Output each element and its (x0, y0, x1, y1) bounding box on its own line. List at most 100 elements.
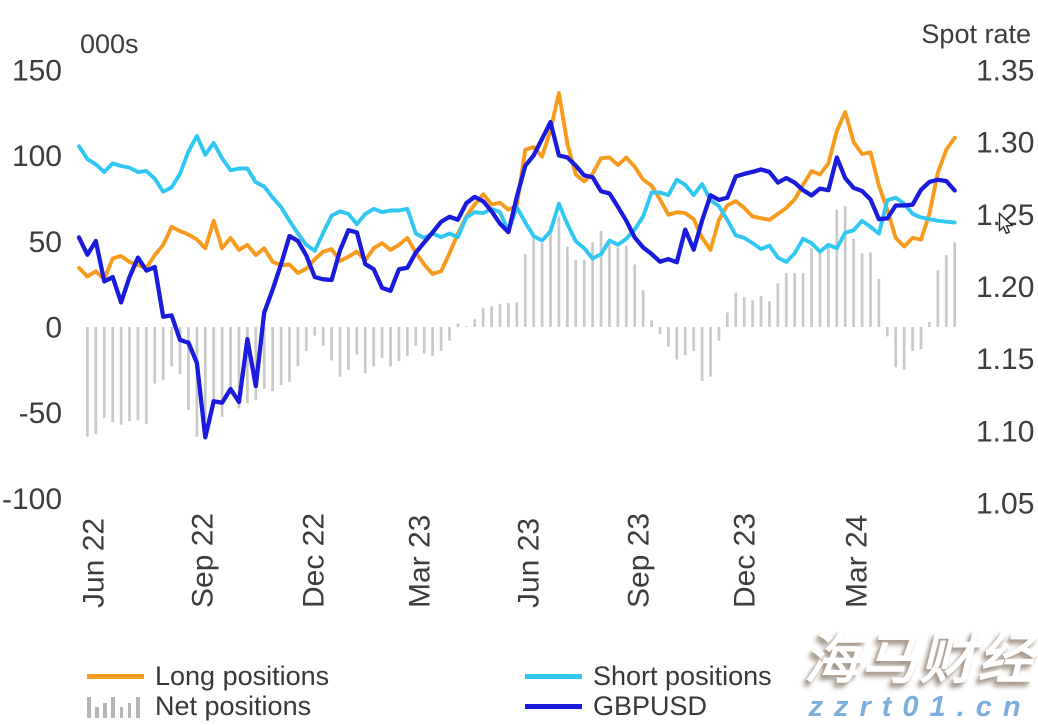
net-positions-bar (372, 327, 376, 367)
net-positions-bar (784, 273, 788, 327)
net-positions-bar (481, 308, 485, 327)
net-positions-bar (725, 312, 729, 327)
net-positions-bar (397, 327, 401, 362)
legend-line-swatch-icon (525, 703, 582, 709)
net-positions-bar (944, 255, 948, 327)
legend-column-left: Long positions Net positions (87, 661, 329, 721)
legend-swatch-bar (135, 697, 140, 718)
right-axis-title: Spot rate (921, 19, 1031, 49)
left-axis-tick-label: 0 (45, 312, 62, 345)
left-axis-tick-label: -100 (2, 483, 62, 516)
x-axis-tick-label: Mar 23 (403, 515, 436, 608)
right-axis-tick-label: 1.30 (976, 127, 1034, 160)
net-positions-bar (801, 273, 805, 327)
net-positions-bar (877, 279, 881, 327)
legend-item-gbpusd: GBPUSD (525, 691, 772, 721)
mouse-cursor-arrow (998, 212, 1014, 235)
net-positions-bar (498, 303, 502, 327)
x-axis-tick-label: Sep 22 (187, 513, 220, 608)
net-positions-bar (330, 327, 333, 361)
net-positions-bar (161, 327, 165, 381)
right-axis-tick-label: 1.10 (976, 415, 1034, 448)
net-positions-bar (347, 327, 350, 370)
net-positions-bar (709, 327, 712, 377)
left-axis-tick-label: 150 (12, 55, 62, 88)
left-axis-tick-label: 50 (29, 226, 62, 259)
net-positions-bar (170, 327, 173, 367)
net-positions-bar (608, 243, 611, 327)
short-positions-line (77, 134, 957, 264)
net-positions-bar (119, 327, 123, 425)
net-positions-bar (683, 327, 687, 356)
net-positions-bar (759, 296, 763, 327)
net-positions-bar (928, 321, 931, 327)
net-positions-bar (464, 326, 468, 327)
net-positions-bar (229, 327, 232, 395)
legend-swatch-bar (127, 703, 132, 718)
net-positions-bar (422, 327, 426, 354)
net-positions-bar (827, 245, 830, 327)
net-positions-bar (835, 209, 839, 327)
net-positions-bar (406, 327, 409, 357)
net-positions-bar (102, 327, 106, 418)
legend-column-right: Short positions GBPUSD (525, 661, 772, 721)
net-positions-bar (633, 264, 637, 327)
net-positions-bar (288, 327, 291, 382)
x-axis-tick-label: Mar 24 (840, 515, 873, 608)
net-positions-bar (692, 327, 696, 351)
net-positions-bar (843, 206, 847, 327)
net-positions-bar (566, 246, 569, 327)
net-positions-bar (818, 249, 822, 327)
net-positions-bar (414, 327, 418, 346)
net-positions-bar (641, 290, 645, 327)
net-positions-bar (793, 273, 797, 327)
legend-item-short-positions: Short positions (525, 661, 772, 691)
net-positions-bar (304, 327, 308, 351)
net-positions-bar (658, 327, 662, 334)
net-positions-bar (448, 327, 451, 341)
net-positions-bar (355, 327, 359, 355)
net-positions-bar (532, 237, 536, 327)
net-positions-bar (279, 327, 283, 386)
net-positions-bar (953, 242, 957, 327)
net-positions-bar (591, 242, 594, 327)
net-positions-bar (389, 327, 392, 367)
legend-swatch-bar (95, 707, 99, 718)
net-positions-bar (363, 327, 367, 374)
net-positions-bar (237, 327, 241, 409)
right-axis-tick-label: 1.20 (976, 271, 1034, 304)
net-positions-bar (675, 327, 679, 360)
left-axis-title: 000s (80, 29, 139, 59)
legend-item-long-positions: Long positions (87, 661, 329, 691)
x-axis-tick-label: Sep 23 (623, 513, 656, 608)
net-positions-bar (145, 327, 148, 424)
legend-label: Net positions (155, 690, 312, 721)
net-positions-bar (262, 327, 266, 389)
net-positions-bar (86, 327, 89, 437)
net-positions-bar (128, 327, 131, 422)
net-positions-bar (313, 327, 317, 336)
net-positions-bar (894, 327, 898, 368)
mouse-cursor-icon (998, 212, 1014, 235)
net-positions-bar (810, 248, 813, 327)
legend-label: Long positions (155, 660, 330, 691)
x-axis-tick-label: Jun 23 (513, 518, 546, 608)
net-positions-bar (776, 283, 780, 327)
net-positions-bar (599, 231, 603, 327)
net-positions-bar (456, 323, 460, 327)
net-positions-bar (523, 254, 527, 327)
net-positions-bar (540, 243, 544, 327)
net-positions-bar (338, 327, 342, 377)
gbpusd-line (76, 119, 957, 440)
net-positions-bar (380, 327, 384, 358)
net-positions-bar (94, 327, 98, 435)
net-positions-bar (768, 301, 771, 328)
legend-bars-swatch-icon (87, 694, 144, 718)
right-axis-tick-label: 1.05 (976, 487, 1034, 520)
net-positions-bar (751, 300, 754, 327)
net-positions-bar (700, 327, 704, 381)
net-positions-bar (178, 327, 182, 375)
legend-line-swatch-icon (87, 673, 144, 679)
